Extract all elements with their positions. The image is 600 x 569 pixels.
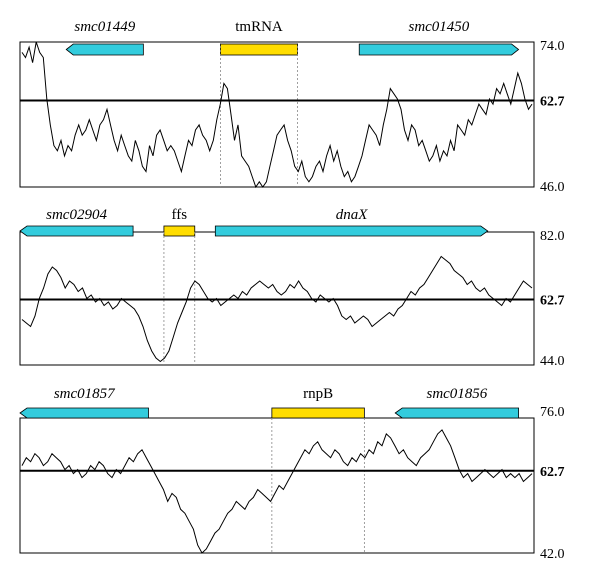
panel-3-plot-frame xyxy=(19,417,535,554)
panel-3-gene-smc01857-label: smc01857 xyxy=(54,386,116,402)
panel-3-gene-smc01856-label: smc01856 xyxy=(426,386,487,402)
panel-1-gene-smc01450-label: smc01450 xyxy=(408,19,469,35)
panel-3-gene-smc01856-bar xyxy=(394,407,519,419)
panel-3-gene-rnpB-bar xyxy=(271,407,365,419)
panel-2-plot-frame xyxy=(19,231,535,366)
panel-1-genes: smc01449 tmRNA smc01450 xyxy=(65,19,520,56)
panel-3-gene-rnpB-label: rnpB xyxy=(303,386,333,402)
panel-2-ytick-bottom: 44.0 xyxy=(540,354,565,369)
panel-3-series-line xyxy=(21,429,533,554)
panel-1-gene-smc01449-bar xyxy=(65,43,144,56)
panel-3-guides xyxy=(271,418,365,553)
panel-2-gene-ffs-label: ffs xyxy=(172,207,188,223)
panel-1-guides xyxy=(220,42,298,187)
panel-1-gene-tmRNA-bar xyxy=(220,43,298,56)
panel-1-plot-frame xyxy=(19,41,535,188)
panel-1-gene-smc01450-bar xyxy=(358,43,520,56)
panel-2-gene-smc02904-label: smc02904 xyxy=(46,207,107,223)
panel-1-ytick-reference: 62.7 xyxy=(540,95,565,110)
panel-2-series-line xyxy=(21,255,533,363)
panel-2-gene-dnaX-bar xyxy=(214,225,489,237)
panel-3-ytick-bottom: 42.0 xyxy=(540,547,565,562)
panel-2-guides xyxy=(163,232,196,365)
panel-3-gene-smc01857-bar xyxy=(19,407,149,419)
panel-1-ytick-top: 74.0 xyxy=(540,39,565,54)
panel-1-gene-smc01449-label: smc01449 xyxy=(74,19,135,35)
panel-3-ytick-top: 76.0 xyxy=(540,405,565,420)
panel-1-ytick-bottom: 46.0 xyxy=(540,180,565,195)
panel-1-series-line xyxy=(21,41,533,189)
panel-2: smc02904 ffs dnaX 82.0 62.7 44.0 xyxy=(19,207,565,369)
panel-2-ytick-reference: 62.7 xyxy=(540,294,565,309)
panel-2-ytick-top: 82.0 xyxy=(540,229,565,244)
panel-2-gene-smc02904-bar xyxy=(19,225,134,237)
panel-1: smc01449 tmRNA smc01450 74.0 62.7 46.0 xyxy=(19,19,565,195)
panel-2-gene-ffs-bar xyxy=(163,225,196,237)
panel-2-genes: smc02904 ffs dnaX xyxy=(19,207,489,237)
panel-3-ytick-reference: 62.7 xyxy=(540,465,565,480)
panel-3-genes: smc01857 rnpB smc01856 xyxy=(19,386,519,419)
panel-3: smc01857 rnpB smc01856 76.0 62.7 42.0 xyxy=(19,386,565,562)
panel-2-gene-dnaX-label: dnaX xyxy=(336,207,369,223)
panel-1-gene-tmRNA-label: tmRNA xyxy=(235,19,283,35)
